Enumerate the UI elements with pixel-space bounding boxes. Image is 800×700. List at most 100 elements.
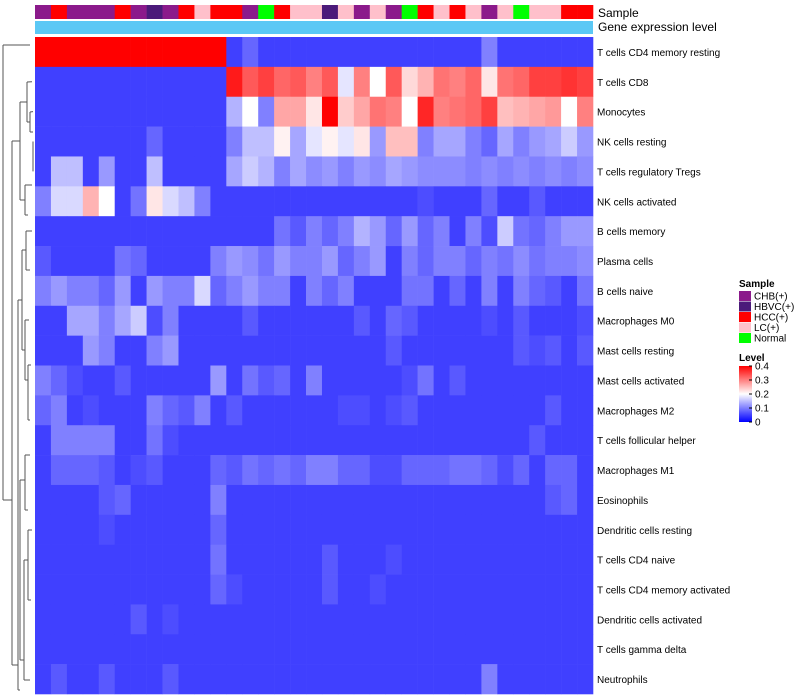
legend-sample-swatch — [739, 333, 751, 343]
heatmap-cells — [35, 37, 594, 695]
heatmap-cell — [401, 634, 418, 665]
heatmap-cell — [321, 246, 339, 277]
heatmap-cell — [321, 305, 339, 336]
heatmap-cell — [290, 484, 307, 516]
heatmap-cell — [274, 96, 291, 127]
heatmap-cell — [306, 395, 323, 426]
heatmap-cell — [465, 186, 482, 217]
heatmap-cell — [433, 484, 450, 516]
heatmap-cell — [369, 365, 387, 396]
heatmap-cell — [545, 305, 562, 336]
heatmap-cell — [162, 37, 179, 68]
heatmap-cell — [98, 604, 116, 635]
heatmap-cell — [401, 275, 418, 307]
heatmap-cell — [50, 365, 68, 396]
heatmap-cell — [242, 425, 259, 456]
heatmap-cell — [497, 455, 514, 486]
heatmap-cell — [274, 395, 291, 426]
heatmap-cell — [226, 186, 243, 217]
heatmap-cell — [258, 544, 275, 575]
legend-level-ticks: 0.4 0.3 0.2 0.1 0 — [749, 362, 769, 429]
heatmap-cell — [178, 455, 195, 486]
heatmap-cell — [337, 275, 355, 307]
heatmap-cell — [337, 335, 355, 366]
row-label: Macrophages M2 — [597, 406, 675, 417]
heatmap-cell — [258, 484, 275, 516]
sample-annotation-cell — [577, 5, 594, 19]
heatmap-cell — [146, 634, 163, 665]
gene-expression-annotation-label: Gene expression level — [598, 20, 717, 34]
heatmap-cell — [146, 425, 163, 456]
heatmap-cell — [321, 216, 339, 247]
heatmap-cell — [417, 186, 434, 217]
row-label: Monocytes — [597, 108, 645, 119]
heatmap-cell — [258, 37, 275, 68]
heatmap-cell — [274, 484, 291, 516]
heatmap-cell — [290, 275, 307, 307]
heatmap-cell — [66, 425, 84, 456]
sample-annotation-cell — [242, 5, 259, 19]
heatmap-cell — [513, 216, 530, 247]
heatmap-cell — [178, 246, 195, 277]
heatmap-cell — [114, 634, 131, 665]
heatmap-cell — [529, 66, 546, 98]
heatmap-cell — [162, 216, 179, 247]
heatmap-cell — [242, 66, 259, 98]
legend-sample-swatch — [739, 301, 751, 312]
heatmap-cell — [178, 216, 195, 247]
heatmap-cell — [513, 604, 530, 635]
heatmap-cell — [114, 365, 131, 396]
heatmap-cell — [465, 574, 482, 605]
heatmap-cell — [306, 484, 323, 516]
heatmap-cell — [162, 66, 179, 98]
heatmap-cell — [401, 604, 418, 635]
heatmap-cell — [545, 484, 562, 516]
heatmap-cell — [242, 275, 259, 307]
heatmap-cell — [114, 335, 131, 366]
heatmap-cell — [449, 544, 466, 575]
heatmap-cell — [306, 246, 323, 277]
row-label: T cells gamma delta — [597, 645, 687, 656]
heatmap-cell — [226, 544, 243, 575]
heatmap-cell — [274, 365, 291, 396]
heatmap-cell — [146, 246, 163, 277]
heatmap-cell — [401, 96, 418, 127]
heatmap-cell — [194, 484, 211, 516]
heatmap-cell — [114, 126, 131, 157]
heatmap-cell — [162, 574, 179, 605]
heatmap-cell — [98, 395, 116, 426]
heatmap-cell — [481, 126, 498, 157]
heatmap-cell — [577, 156, 594, 187]
heatmap-cell — [529, 335, 546, 366]
heatmap-cell — [226, 365, 243, 396]
sample-annotation-cell — [162, 5, 179, 19]
heatmap-cell — [417, 395, 434, 426]
heatmap-cell — [226, 275, 243, 307]
heatmap-cell — [321, 365, 339, 396]
heatmap-cell — [50, 66, 68, 98]
heatmap-cell — [242, 37, 259, 68]
heatmap-cell — [35, 186, 52, 217]
heatmap-cell — [353, 514, 371, 545]
heatmap-cell — [306, 305, 323, 336]
row-label: Eosinophils — [597, 496, 648, 507]
heatmap-cell — [481, 604, 498, 635]
legend-level-tick-label: 0.4 — [755, 362, 769, 373]
heatmap-cell — [577, 634, 594, 665]
heatmap-cell — [82, 305, 100, 336]
heatmap-cell — [449, 335, 466, 366]
heatmap-cell — [242, 305, 259, 336]
heatmap-cell — [306, 455, 323, 486]
heatmap-cell — [242, 544, 259, 575]
heatmap-cell — [258, 186, 275, 217]
heatmap-cell — [290, 395, 307, 426]
heatmap-cell — [561, 66, 578, 98]
heatmap-cell — [529, 514, 546, 545]
heatmap-cell — [226, 664, 243, 695]
heatmap-cell — [66, 186, 84, 217]
heatmap-cell — [529, 574, 546, 605]
heatmap-cell — [337, 186, 355, 217]
heatmap-cell — [258, 156, 275, 187]
heatmap-cell — [353, 365, 371, 396]
heatmap-cell — [513, 664, 530, 695]
